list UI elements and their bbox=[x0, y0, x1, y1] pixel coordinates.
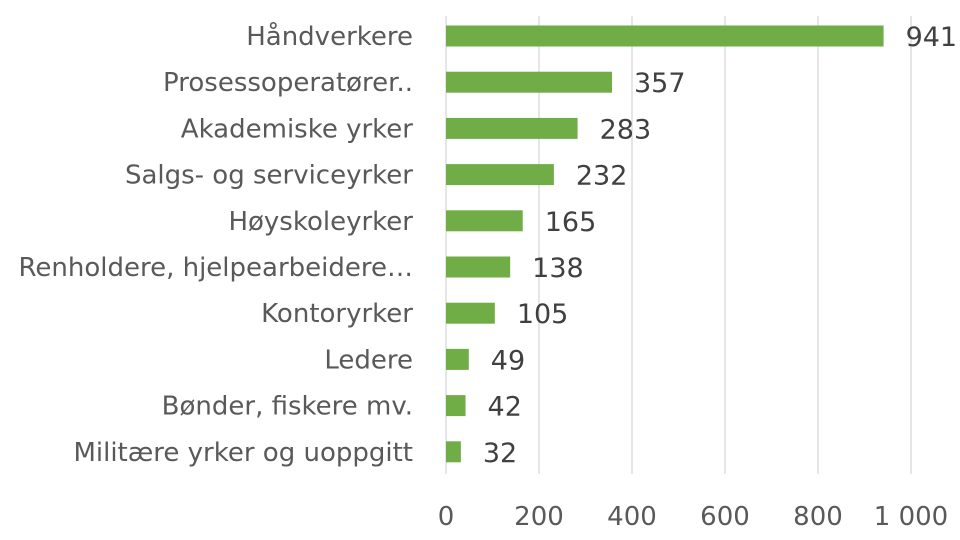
x-tick-label: 400 bbox=[607, 502, 657, 532]
x-tick-label: 0 bbox=[438, 502, 455, 532]
category-label: Renholdere, hjelpearbeidere… bbox=[18, 253, 413, 283]
data-label: 138 bbox=[532, 253, 584, 284]
x-tick-label: 1 000 bbox=[874, 502, 948, 532]
bar bbox=[446, 441, 461, 463]
data-label: 49 bbox=[491, 345, 525, 376]
category-labels: Håndverkere Prosessoperatører.. Akademiske… bbox=[18, 21, 413, 468]
bar bbox=[446, 256, 511, 278]
value-labels: 941 357 283 232 165 138 105 49 42 32 bbox=[483, 22, 957, 469]
bar bbox=[446, 302, 495, 324]
bar bbox=[446, 117, 578, 139]
category-label: Ledere bbox=[324, 345, 413, 375]
bar bbox=[446, 25, 884, 47]
data-label: 42 bbox=[488, 392, 522, 423]
category-label: Akademiske yrker bbox=[181, 114, 414, 144]
bars bbox=[446, 25, 884, 463]
category-label: Høyskoleyrker bbox=[228, 207, 413, 237]
category-label: Prosessoperatører.. bbox=[163, 68, 413, 98]
bar bbox=[446, 164, 554, 186]
data-label: 357 bbox=[634, 68, 686, 99]
data-label: 105 bbox=[517, 299, 569, 330]
category-label: Bønder, fiskere mv. bbox=[162, 392, 413, 422]
bar bbox=[446, 395, 466, 417]
category-label: Håndverkere bbox=[246, 21, 413, 52]
data-label: 232 bbox=[576, 161, 628, 192]
data-label: 32 bbox=[483, 438, 517, 469]
bar bbox=[446, 210, 523, 232]
x-axis-tick-labels: 0 200 400 600 800 1 000 bbox=[438, 502, 948, 532]
x-tick-label: 800 bbox=[793, 502, 843, 532]
data-label: 941 bbox=[906, 22, 958, 53]
x-tick-label: 200 bbox=[514, 502, 564, 532]
bar bbox=[446, 71, 613, 93]
category-label: Militære yrker og uoppgitt bbox=[73, 438, 413, 468]
category-label: Kontoryrker bbox=[261, 299, 413, 329]
data-label: 283 bbox=[600, 114, 652, 145]
bar bbox=[446, 348, 469, 370]
data-label: 165 bbox=[545, 207, 597, 238]
x-tick-label: 600 bbox=[700, 502, 750, 532]
category-label: Salgs- og serviceyrker bbox=[125, 161, 413, 191]
